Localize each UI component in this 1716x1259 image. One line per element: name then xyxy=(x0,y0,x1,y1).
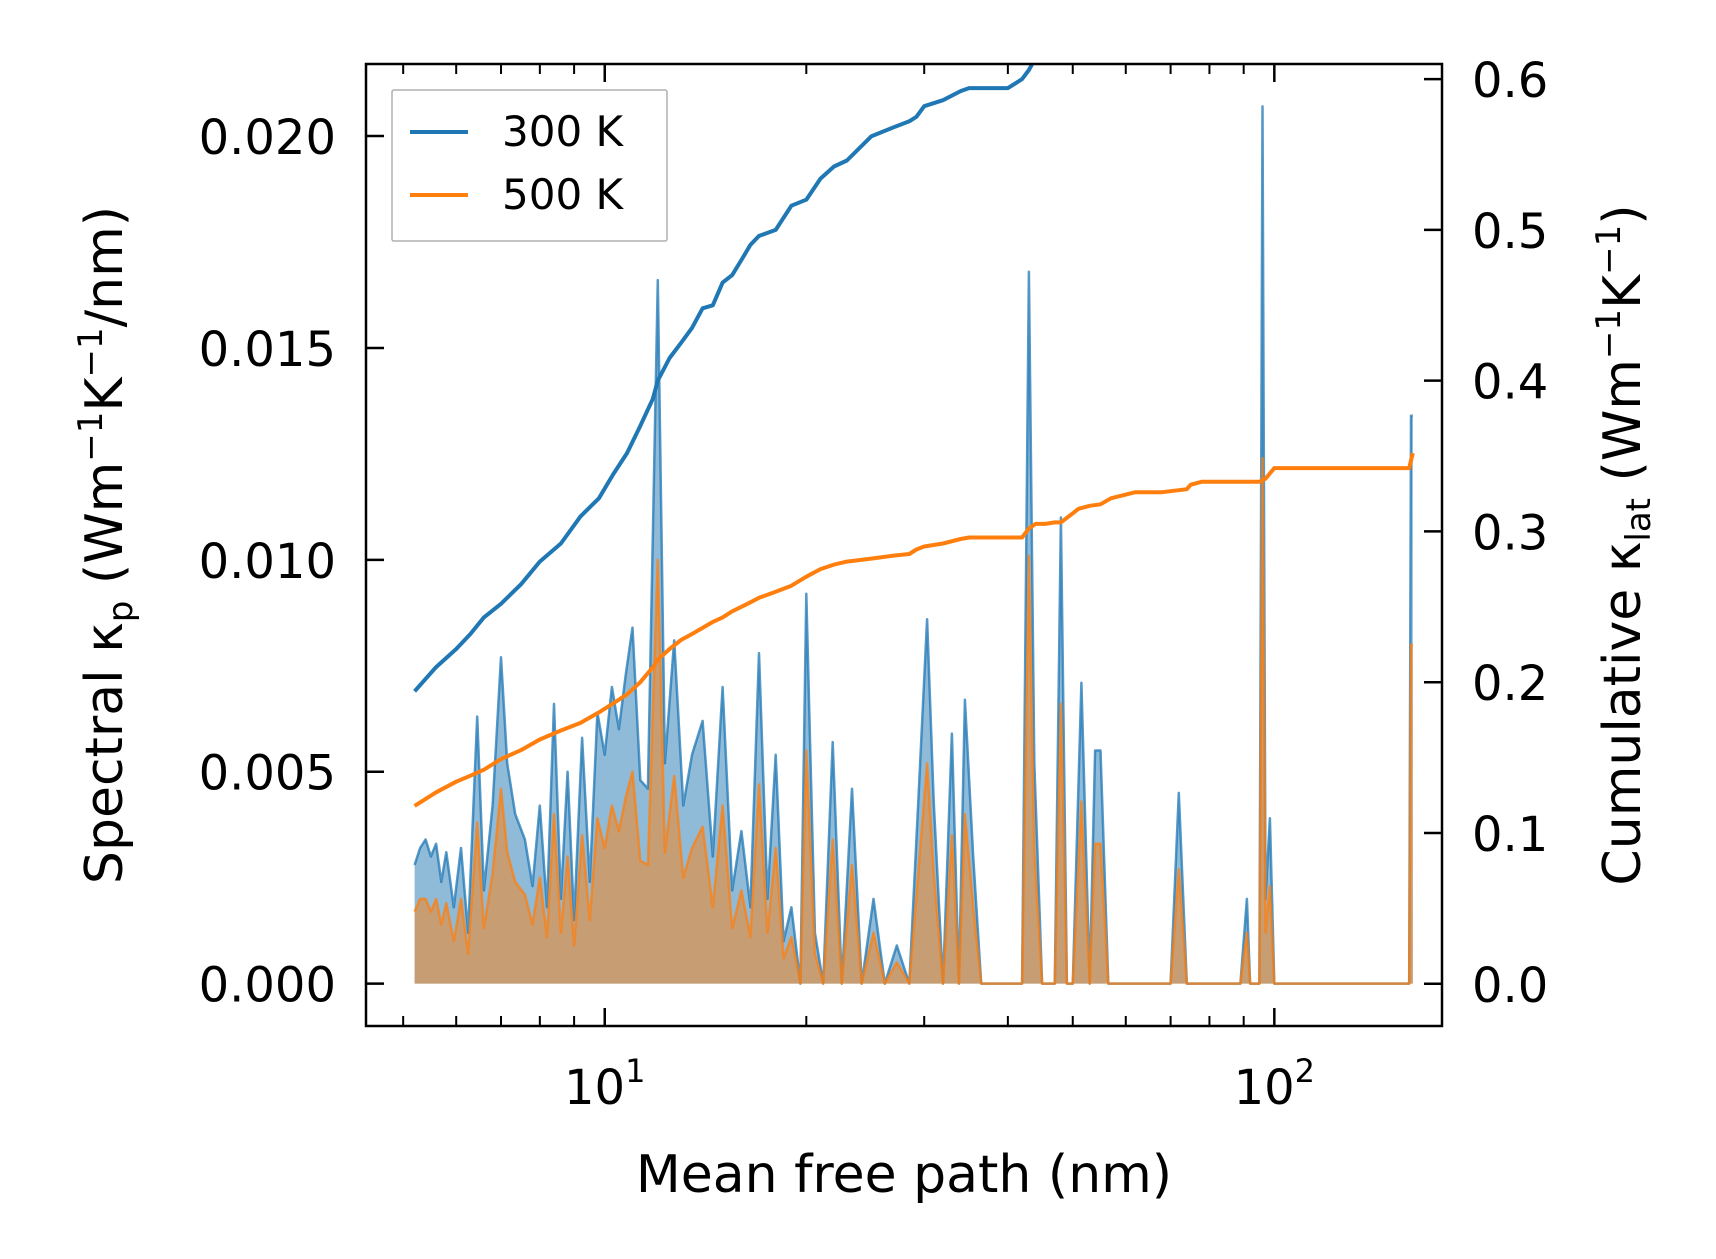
y-left-label-unit-b: K xyxy=(75,376,135,412)
plot-frame xyxy=(364,62,1444,1028)
x-tick-label: 102 xyxy=(1234,1052,1315,1116)
y-right-tick-label: 0.4 xyxy=(1472,355,1548,411)
y-left-label-unit-a: (Wm xyxy=(75,462,135,601)
x-tick-label-base: 10 xyxy=(1234,1060,1295,1116)
y-left-tick-label: 0.005 xyxy=(199,746,336,802)
spectral-fills xyxy=(413,105,1413,985)
y-right-tick-label: 0.5 xyxy=(1472,204,1548,260)
y-right-label-unit-b: K xyxy=(1593,273,1653,309)
y-left-label-unit-c: /nm) xyxy=(75,206,135,327)
x-axis-label: Mean free path (nm) xyxy=(636,1145,1172,1205)
y-left-tick-label: 0.010 xyxy=(199,534,336,590)
y-right-label-unit-a: (Wm xyxy=(1593,359,1653,498)
y-left-label-main: Spectral κ xyxy=(75,622,135,884)
axes: 0.000 0.005 0.010 0.015 0.020 0.0 0.1 0.2 0.3 0.4… xyxy=(199,53,1549,1116)
y-left-label-sup-2: −1 xyxy=(71,327,111,377)
y-left-tick-label: 0.015 xyxy=(199,322,336,378)
x-tick-label-exponent: 1 xyxy=(625,1052,645,1090)
y-right-tick-label: 0.1 xyxy=(1472,807,1548,863)
x-tick-label-base: 10 xyxy=(564,1060,625,1116)
spectral-line-500k xyxy=(413,456,1413,985)
y-left-label-sup-1: −1 xyxy=(71,412,111,462)
y-right-label-main: Cumulative κ xyxy=(1593,542,1653,886)
y-right-tick-label: 0.0 xyxy=(1472,958,1548,1014)
y-right-label-unit-c: ) xyxy=(1593,204,1653,224)
legend-label-500k: 500 K xyxy=(502,170,625,219)
y-left-axis-label: Spectral κp (Wm−1K−1/nm) xyxy=(71,206,141,884)
cumulative-line-300k xyxy=(413,64,1035,693)
y-right-tick-label: 0.3 xyxy=(1472,505,1548,561)
legend: 300 K 500 K xyxy=(391,89,668,242)
y-left-tick-label: 0.000 xyxy=(199,958,336,1014)
x-tick-label-exponent: 2 xyxy=(1295,1052,1315,1090)
y-left-label-sub: p xyxy=(101,601,141,623)
y-right-tick-label: 0.2 xyxy=(1472,656,1548,712)
y-right-tick-label: 0.6 xyxy=(1472,53,1548,109)
y-left-tick-label: 0.020 xyxy=(199,110,336,166)
cumulative-line-500k xyxy=(413,452,1415,808)
y-right-label-sub: lat xyxy=(1619,498,1659,542)
y-right-label-sup-2: −1 xyxy=(1589,225,1629,275)
cumulative-lines xyxy=(413,64,1415,808)
y-right-axis-label: Cumulative κlat (Wm−1K−1) xyxy=(1589,204,1659,885)
y-right-label-sup-1: −1 xyxy=(1589,309,1629,359)
x-tick-label: 101 xyxy=(564,1052,645,1116)
legend-label-300k: 300 K xyxy=(502,107,625,156)
legend-box xyxy=(391,89,668,242)
